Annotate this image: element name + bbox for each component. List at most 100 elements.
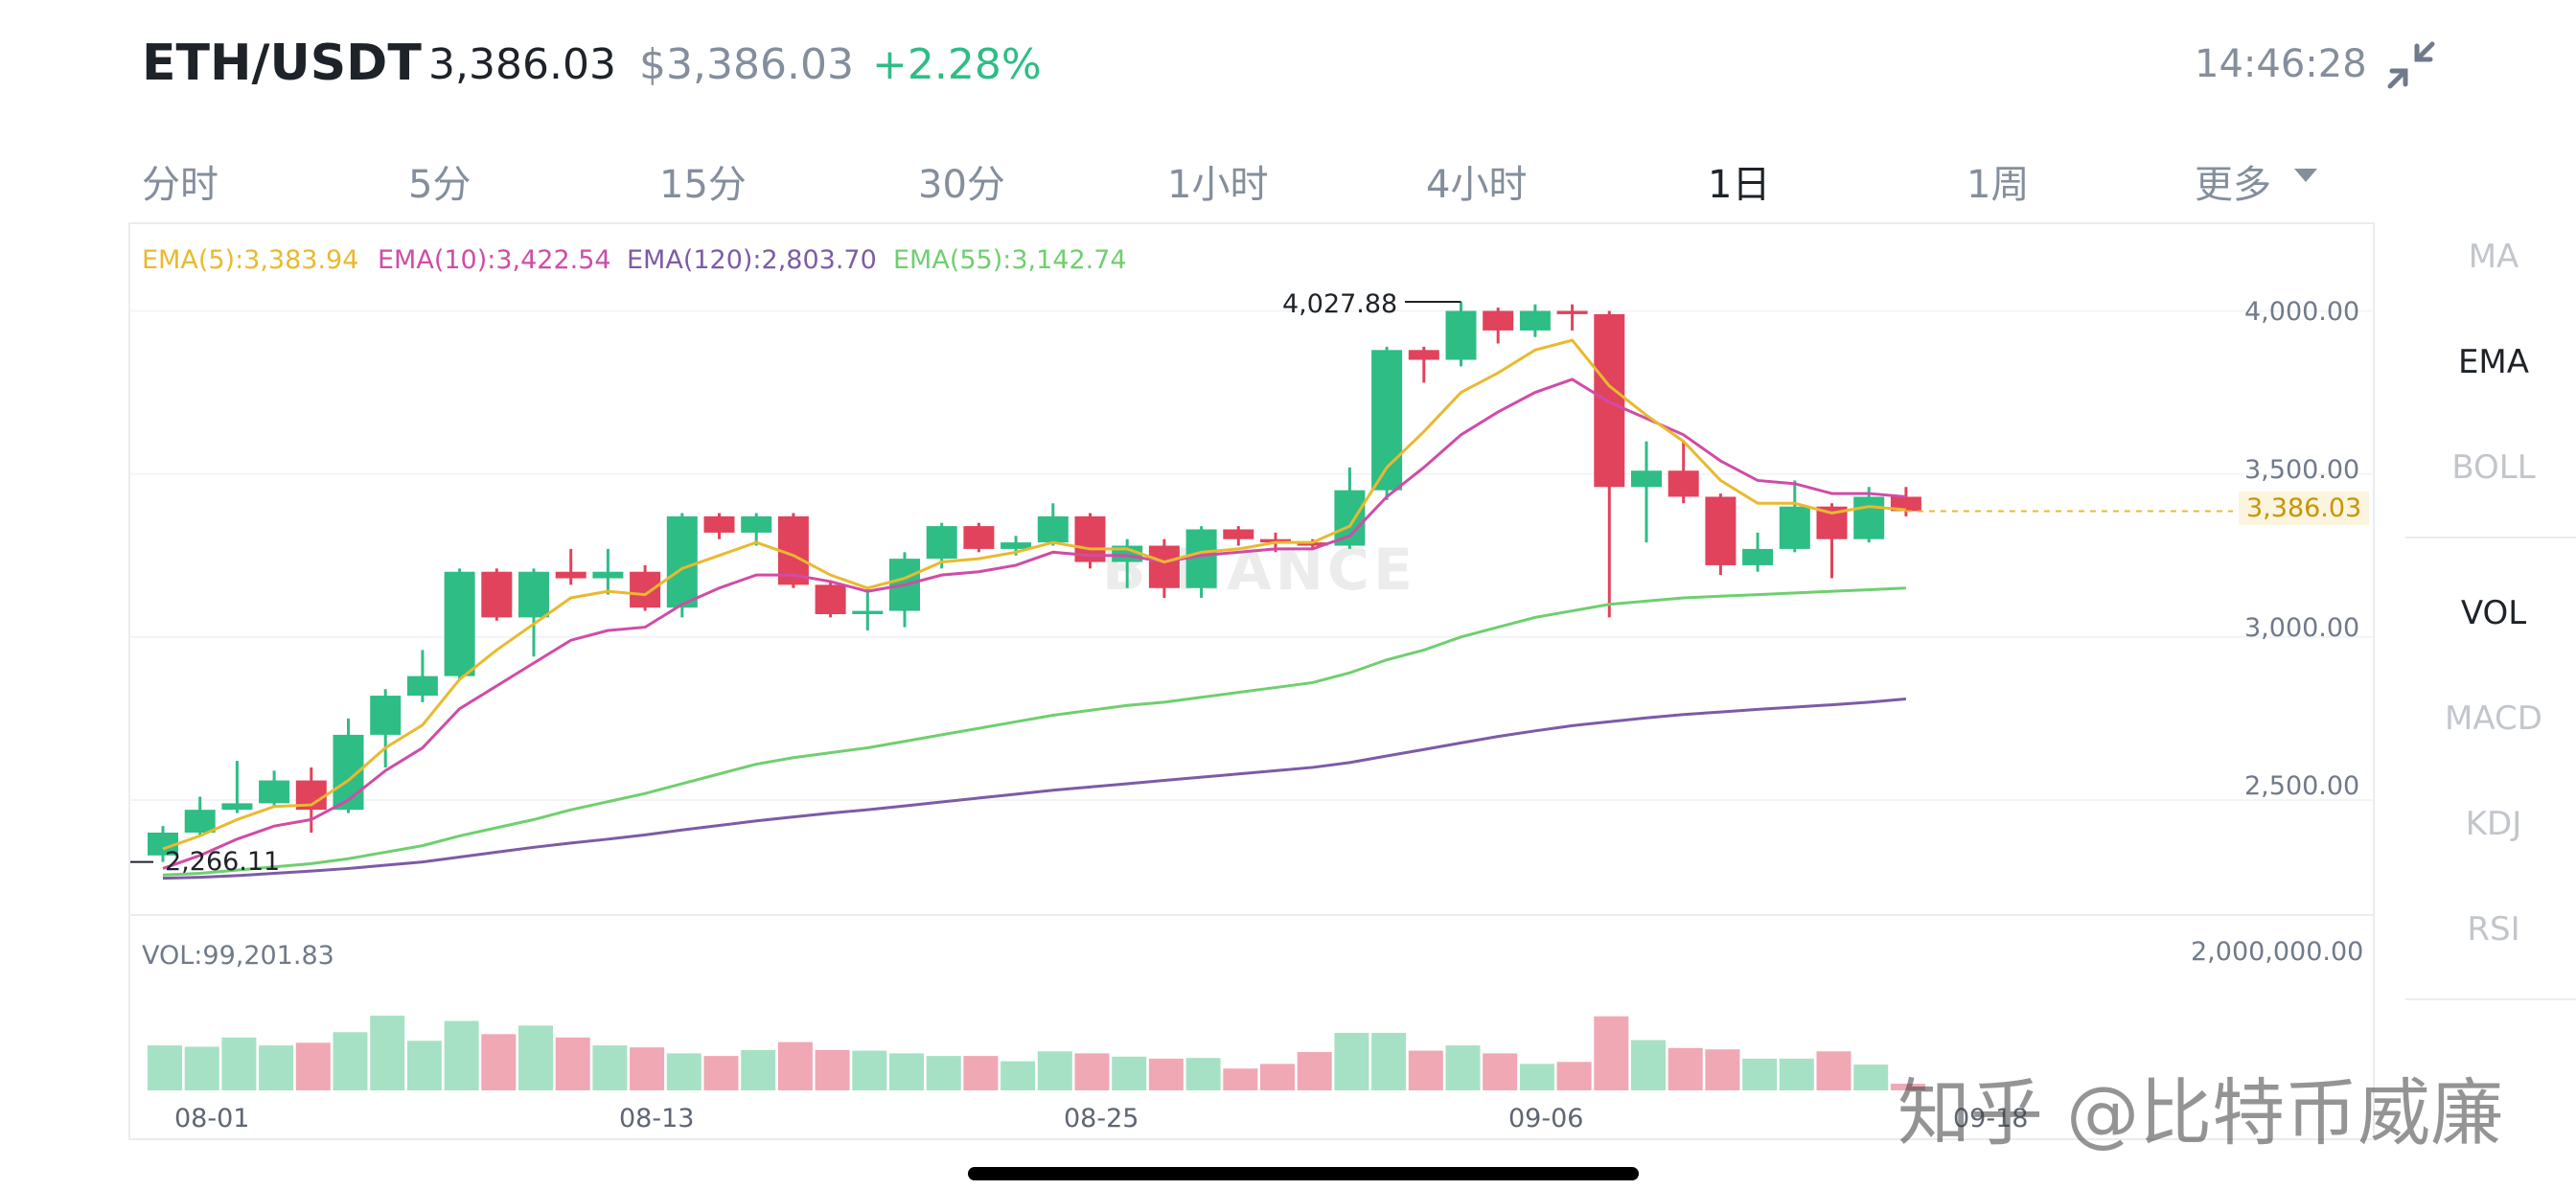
indicator-divider	[2405, 998, 2576, 1000]
candle-body	[815, 584, 846, 614]
volume-bar	[777, 1041, 813, 1090]
clock-time: 14:46:28	[2195, 42, 2367, 86]
tab-more[interactable]: 更多	[2195, 163, 2271, 207]
candle-body	[444, 571, 475, 676]
volume-bar	[1037, 1051, 1072, 1090]
volume-bar	[1074, 1053, 1110, 1090]
volume-bar	[1334, 1032, 1369, 1090]
indicator-boll[interactable]: BOLL	[2451, 448, 2536, 487]
indicator-macd[interactable]: MACD	[2445, 699, 2542, 738]
candle-body	[1631, 470, 1662, 488]
indicator-rsi[interactable]: RSI	[2467, 910, 2520, 949]
tab-5m[interactable]: 5分	[408, 163, 472, 207]
tab-1d[interactable]: 1日	[1708, 163, 1771, 207]
volume-bar	[815, 1049, 850, 1090]
volume-bar	[741, 1049, 776, 1090]
volume-bar	[889, 1053, 924, 1090]
volume-bar	[1260, 1064, 1295, 1090]
tab-4h[interactable]: 4小时	[1426, 163, 1528, 207]
volume-bar	[1705, 1049, 1740, 1090]
volume-bar	[1668, 1047, 1703, 1090]
volume-bar	[963, 1056, 999, 1090]
volume-bar	[406, 1041, 442, 1090]
candle-body	[148, 833, 178, 856]
tab-1w[interactable]: 1周	[1966, 163, 2030, 207]
candle-body	[555, 571, 586, 579]
volume-bar	[666, 1053, 702, 1090]
tab-30m[interactable]: 30分	[918, 163, 1005, 207]
volume-bar	[1112, 1056, 1147, 1090]
volume-bar	[1408, 1050, 1443, 1090]
ema5-line	[162, 338, 1907, 851]
volume-bar	[221, 1037, 257, 1090]
candle-body	[1148, 545, 1180, 588]
candle-body	[1223, 529, 1254, 539]
volume-bar	[1594, 1016, 1629, 1090]
candle-body	[259, 780, 290, 804]
candle-body	[1853, 496, 1885, 539]
candle-body	[1705, 496, 1736, 565]
candle-body	[1556, 310, 1588, 314]
candle-body	[1297, 542, 1328, 546]
volume-bar	[333, 1032, 368, 1090]
usd-price: $3,386.03	[639, 40, 854, 89]
candle-body	[630, 571, 661, 608]
candle-body	[926, 526, 957, 560]
ema10-line	[162, 378, 1907, 870]
candle-body	[481, 571, 513, 618]
volume-bar	[184, 1046, 219, 1090]
volume-bar	[481, 1034, 517, 1090]
candle-body	[1483, 310, 1514, 331]
indicator-ma[interactable]: MA	[2468, 238, 2519, 276]
zhihu-watermark: 知乎 @比特币威廉	[1898, 1070, 2504, 1156]
tab-15m[interactable]: 15分	[659, 163, 747, 207]
volume-bar	[1483, 1053, 1518, 1090]
indicator-vol[interactable]: VOL	[2460, 594, 2527, 632]
legend-ema120: EMA(120):2,803.70	[627, 245, 877, 275]
candle-body	[1037, 515, 1069, 543]
tab-fenshi[interactable]: 分时	[142, 163, 218, 207]
legend-vol: VOL:99,201.83	[142, 941, 334, 971]
legend-ema5: EMA(5):3,383.94	[142, 245, 359, 275]
last-price: 3,386.03	[428, 40, 616, 89]
ema55-line	[162, 586, 1906, 877]
caret-down-icon[interactable]	[2294, 169, 2317, 182]
collapse-arrows-icon[interactable]	[2384, 38, 2438, 92]
volume-bar	[1742, 1058, 1778, 1090]
volume-bar	[1223, 1068, 1258, 1090]
candle-body	[221, 803, 253, 811]
x-tick: 08-25	[1064, 1104, 1139, 1133]
volume-bar	[1297, 1051, 1332, 1090]
home-indicator[interactable]	[968, 1167, 1639, 1180]
candle-body	[184, 810, 216, 834]
candle-body	[1000, 542, 1032, 549]
candle-body	[1260, 538, 1291, 543]
candle-body	[1668, 470, 1699, 497]
x-tick: 08-13	[619, 1104, 695, 1133]
pair-title[interactable]: ETH/USDT	[142, 34, 422, 92]
tab-1h[interactable]: 1小时	[1167, 163, 1269, 207]
volume-bar	[1779, 1058, 1814, 1090]
vol-tick: 2,000,000.00	[2191, 937, 2364, 967]
chart-area[interactable]	[128, 222, 2375, 1140]
indicator-ema[interactable]: EMA	[2457, 343, 2530, 381]
volume-bar	[370, 1016, 405, 1090]
indicator-kdj[interactable]: KDJ	[2465, 805, 2522, 843]
candle-body	[1742, 548, 1774, 565]
low-label: 2,266.11	[165, 847, 281, 877]
volume-bar	[1185, 1058, 1221, 1090]
legend-ema10: EMA(10):3,422.54	[378, 245, 611, 275]
volume-bar	[1519, 1064, 1554, 1090]
y-tick: 3,000.00	[2244, 613, 2360, 643]
candle-body	[370, 696, 402, 735]
candle-body	[1519, 310, 1551, 331]
volume-bar	[703, 1056, 739, 1090]
volume-bar	[1853, 1064, 1889, 1090]
volume-bar	[1371, 1032, 1407, 1090]
volume-bar	[592, 1045, 628, 1090]
volume-bar	[1890, 1084, 1925, 1090]
candle-body	[592, 571, 624, 579]
x-tick: 09-18	[1953, 1104, 2029, 1133]
candle-body	[852, 610, 884, 614]
